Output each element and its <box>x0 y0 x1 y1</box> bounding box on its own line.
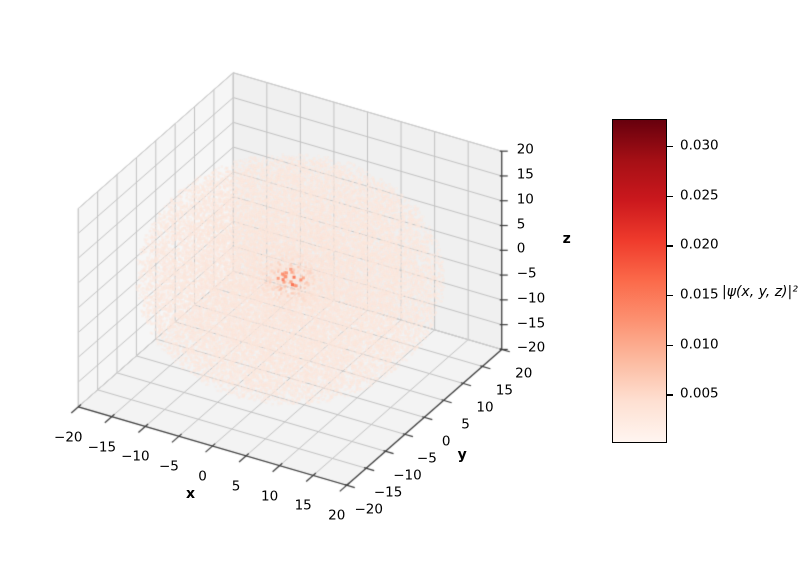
colorbar-tick-label: 0.030 <box>680 137 719 154</box>
colorbar-tick <box>667 394 673 396</box>
colorbar-tick-label: 0.005 <box>680 385 719 402</box>
colorbar-tick <box>667 145 673 148</box>
colorbar-tick <box>667 344 673 346</box>
colorbar-tick <box>667 245 673 247</box>
colorbar-tick-label: 0.020 <box>680 236 719 253</box>
colorbar-label: |ψ(x, y, z)|² <box>722 284 798 300</box>
colorbar-tick-label: 0.010 <box>680 335 719 352</box>
colorbar: 0.005 0.010 0.015 0.020 0.025 0.030 |ψ(x, y, … <box>612 119 804 443</box>
colorbar-tick-label: 0.025 <box>680 186 719 203</box>
colorbar-gradient <box>612 119 667 443</box>
colorbar-ticks: 0.005 0.010 0.015 0.020 0.025 0.030 <box>612 119 804 443</box>
colorbar-tick <box>667 294 673 297</box>
colorbar-tick <box>667 195 673 197</box>
colorbar-tick-label: 0.015 <box>680 286 719 303</box>
